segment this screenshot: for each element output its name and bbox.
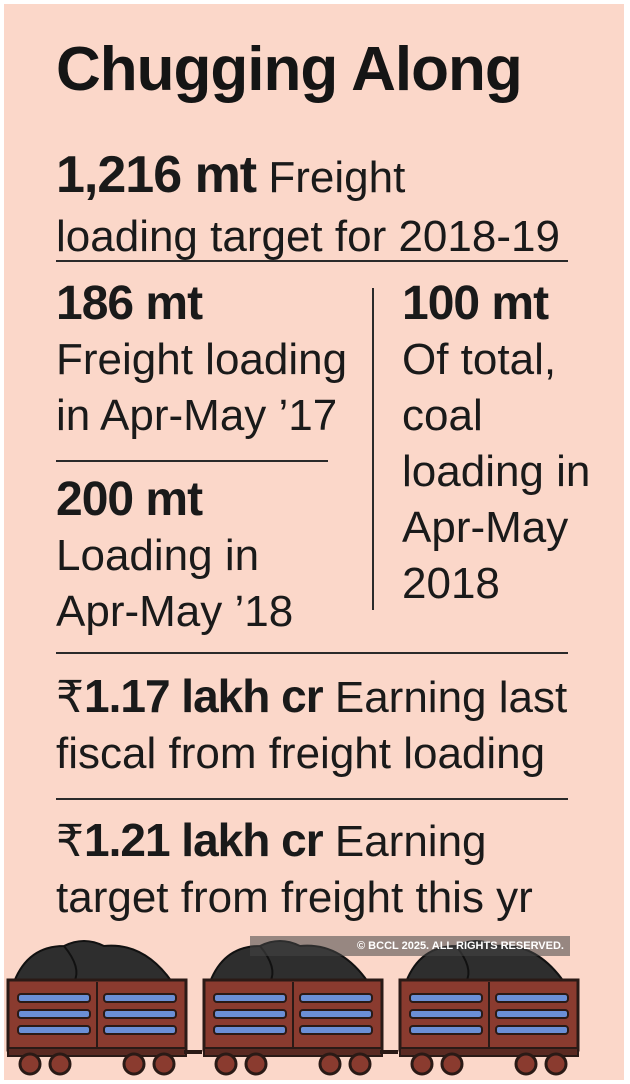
copyright-notice: © BCCL 2025. ALL RIGHTS RESERVED.	[250, 936, 570, 956]
stat-line: Loading in	[56, 531, 260, 580]
stat-line: Freight loading	[56, 335, 348, 384]
stat-line: Of total,	[402, 335, 557, 384]
earning-last-block: ₹1.17 lakh cr Earning last fiscal from f…	[56, 668, 567, 782]
target-block: 1,216 mt Freight loading target for 2018…	[56, 144, 560, 265]
stat-value: 186 mt	[56, 277, 203, 330]
stat-line: coal	[402, 391, 483, 440]
stat-value: 200 mt	[56, 473, 203, 526]
earning-last-text-2: fiscal from freight loading	[56, 729, 546, 778]
coal-wagon-icon	[6, 939, 580, 1076]
stat-line: loading in	[402, 447, 591, 496]
stat-value: 100 mt	[402, 277, 549, 330]
vertical-divider	[372, 288, 374, 610]
earning-last-value: 1.17 lakh cr	[84, 670, 324, 722]
divider	[56, 460, 328, 462]
page-title: Chugging Along	[56, 35, 523, 104]
earning-target-text-2: target from freight this yr	[56, 873, 533, 922]
stat-apr-may-18: 200 mt Loading in Apr-May ’18	[56, 472, 293, 640]
stat-line: Apr-May	[402, 503, 569, 552]
stat-line: Apr-May ’18	[56, 587, 294, 636]
target-text-2: loading target for 2018-19	[56, 212, 560, 261]
stat-line: 2018	[402, 559, 500, 608]
divider	[56, 798, 568, 800]
rupee-symbol: ₹	[56, 817, 84, 866]
earning-last-text-1: Earning last	[334, 673, 568, 722]
earning-target-text-1: Earning	[334, 817, 487, 866]
stat-apr-may-17: 186 mt Freight loading in Apr-May ’17	[56, 276, 347, 444]
stat-line: in Apr-May ’17	[56, 391, 338, 440]
target-value: 1,216 mt	[56, 146, 257, 204]
earning-target-block: ₹1.21 lakh cr Earning target from freigh…	[56, 812, 533, 926]
rupee-symbol: ₹	[56, 673, 84, 722]
infographic-card: Chugging Along 1,216 mt Freight loading …	[4, 4, 624, 1080]
target-text-1: Freight	[268, 153, 406, 202]
divider	[56, 260, 568, 262]
divider	[56, 652, 568, 654]
earning-target-value: 1.21 lakh cr	[84, 814, 324, 866]
stat-coal-loading: 100 mt Of total, coal loading in Apr-May…	[402, 276, 590, 612]
